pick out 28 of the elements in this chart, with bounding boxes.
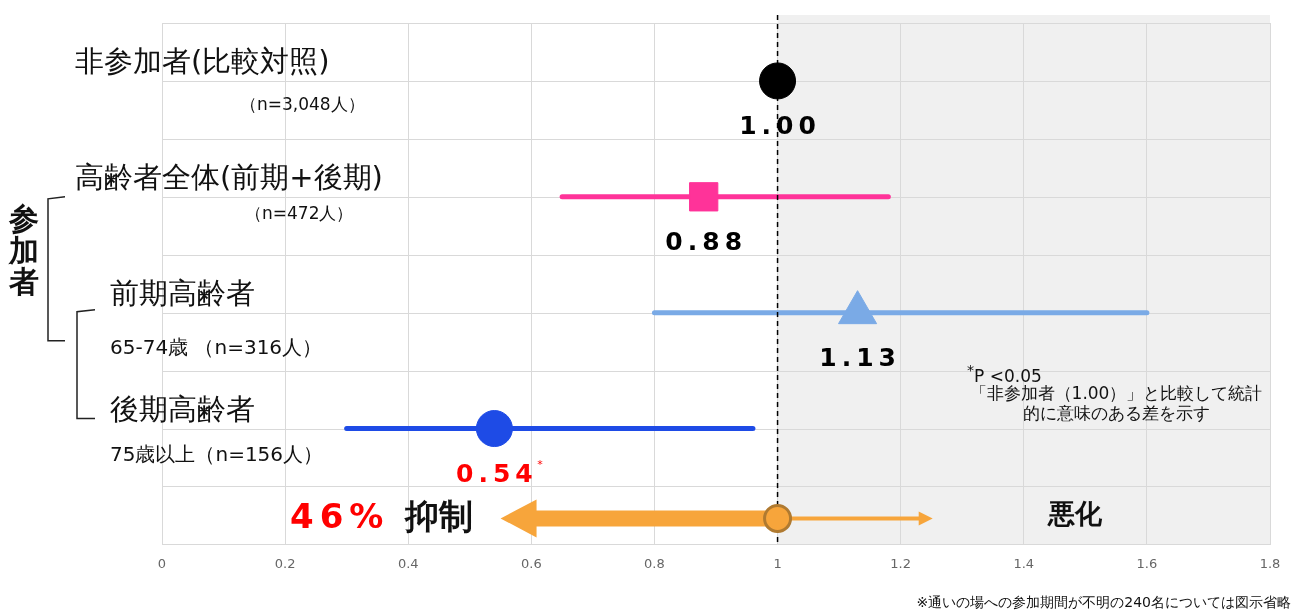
- annotation: 「非参加者（1.00）」と比較して統計的に意味のある差を示す: [968, 383, 1264, 424]
- annotation: $^{*}$P <0.05: [967, 362, 1042, 386]
- x-tick-label: 1.2: [890, 555, 912, 571]
- x-tick-label: 0.4: [397, 555, 419, 571]
- x-tick-label: 1.6: [1136, 555, 1158, 571]
- x-tick-label: 1.4: [1013, 555, 1035, 571]
- annotation: 46%: [290, 496, 390, 538]
- text: 参加者: [9, 201, 39, 299]
- y-tick-label: 後期高齢者 75歳以上（n=156人）: [110, 392, 324, 466]
- y-tick-label: 非参加者(比較対照) （n=3,048人）: [75, 44, 365, 115]
- data-label: 1.00: [739, 111, 821, 141]
- x-tick-label: 0.6: [520, 555, 542, 571]
- x-tick-label: 1.8: [1259, 555, 1281, 571]
- y-tick-label: 前期高齢者 65-74歳 （n=316人）: [110, 276, 323, 359]
- text: ※通いの場への参加期間が不明の240名については図示省略: [916, 594, 1291, 611]
- data-label: 0.54*: [456, 458, 544, 489]
- x-tick-label: 1: [773, 555, 782, 571]
- point: [475, 410, 513, 448]
- y-tick-label: 高齢者全体(前期+後期) （n=472人）: [75, 160, 383, 224]
- annotation: 悪化: [1048, 498, 1102, 531]
- annotation: 抑制: [405, 496, 473, 538]
- data-label: 0.88: [665, 227, 748, 257]
- point: [689, 182, 719, 212]
- point: [759, 62, 797, 100]
- data-label: 1.13: [819, 343, 901, 373]
- x-tick-label: 0.8: [644, 555, 665, 571]
- x-tick-label: 0.2: [274, 555, 296, 571]
- x-tick-label: 0: [157, 555, 167, 571]
